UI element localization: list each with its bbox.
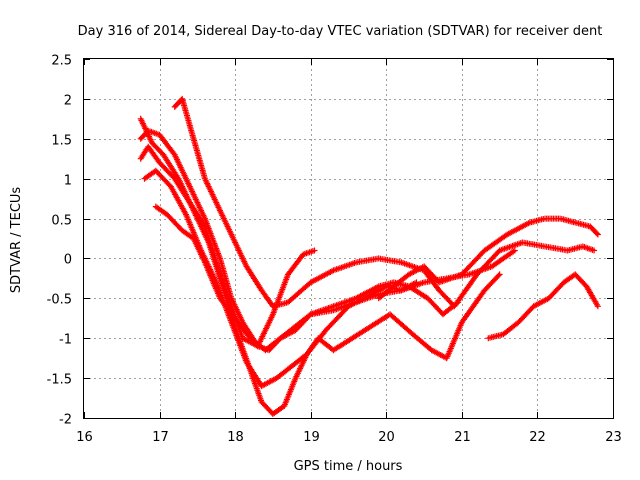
- y-tick-label: 1: [64, 174, 72, 189]
- y-tick-label: -1.5: [47, 373, 72, 388]
- y-tick-label: 2.5: [51, 54, 72, 69]
- data-series: [137, 95, 601, 417]
- y-tick-label: 0: [64, 253, 72, 268]
- x-tick-label: 23: [605, 430, 622, 445]
- x-tick-label: 21: [454, 430, 471, 445]
- series-track-4: [137, 115, 503, 417]
- series-markers: [141, 167, 420, 390]
- x-axis-label: GPS time / hours: [294, 459, 403, 474]
- x-tick-label: 20: [378, 430, 395, 445]
- series-track-7: [485, 271, 601, 342]
- plot-frame: [83, 58, 614, 419]
- series-track-8: [152, 203, 518, 354]
- y-tick-label: -0.5: [47, 293, 72, 308]
- series-markers: [171, 95, 598, 310]
- x-tick-label: 17: [152, 430, 169, 445]
- x-tick-label: 18: [227, 430, 244, 445]
- x-tick-label: 22: [529, 430, 546, 445]
- series-track-5: [171, 95, 598, 310]
- series-markers: [152, 203, 518, 354]
- y-tick-label: 1.5: [51, 134, 72, 149]
- x-tick-label: 16: [76, 430, 93, 445]
- y-tick-label: 0.5: [51, 214, 72, 229]
- y-tick-label: -2: [59, 413, 72, 428]
- y-tick-label: -1: [59, 333, 72, 348]
- grid-lines: [84, 59, 613, 418]
- y-tick-label: 2: [64, 94, 72, 109]
- series-markers: [485, 271, 601, 342]
- axis-ticks: [84, 59, 614, 419]
- chart-title: Day 316 of 2014, Sidereal Day-to-day VTE…: [78, 24, 603, 39]
- series-markers: [137, 115, 503, 417]
- x-tick-label: 19: [303, 430, 320, 445]
- tick-labels: 16 17 18 19 20 21 22 23 -2 -1.5 -1 -0.5 0 0.5 1 1.5 2 2.5: [47, 54, 622, 446]
- series-track-3: [141, 167, 420, 390]
- y-axis-label: SDTVAR / TECUs: [9, 187, 24, 294]
